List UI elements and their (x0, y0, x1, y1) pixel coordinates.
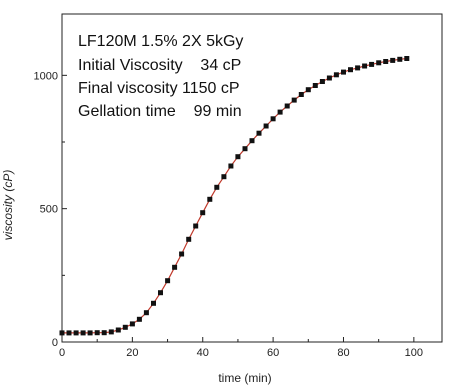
fit-line (62, 57, 407, 334)
data-point (242, 146, 248, 152)
data-point (136, 316, 142, 322)
data-point (94, 330, 100, 336)
plot-frame (61, 13, 443, 343)
data-point (284, 103, 290, 109)
x-tick-label: 20 (126, 347, 138, 359)
data-point (319, 79, 325, 84)
data-point (390, 57, 396, 63)
x-tick-label: 40 (197, 347, 209, 359)
data-point (235, 154, 241, 160)
annotation-initial-viscosity: Initial Viscosity 34 cP (78, 57, 241, 74)
data-point (129, 321, 135, 327)
data-point (277, 109, 283, 115)
annotation-sample: LF120M 1.5% 2X 5kGy (78, 33, 243, 50)
y-axis-title: viscosity (cP) (1, 170, 15, 241)
data-point (376, 60, 382, 66)
data-point (312, 83, 318, 88)
x-tick-label: 100 (405, 347, 423, 359)
data-point (193, 223, 199, 229)
data-point (214, 184, 220, 190)
data-point (158, 290, 163, 296)
data-point (305, 87, 311, 93)
data-point (59, 330, 65, 336)
data-points (59, 56, 410, 336)
data-point (122, 324, 128, 330)
data-point (108, 329, 114, 335)
data-point (404, 56, 410, 61)
fit-line-group (62, 57, 407, 334)
data-point (73, 330, 79, 336)
annotation-block: LF120M 1.5% 2X 5kGy Initial Viscosity 34… (78, 33, 243, 120)
axes (61, 13, 443, 343)
x-tick-label: 60 (267, 347, 279, 359)
x-tick-label: 0 (59, 347, 65, 359)
data-point (291, 97, 297, 103)
data-point (355, 65, 361, 71)
data-point (80, 330, 86, 336)
y-tick-label: 1000 (34, 70, 58, 82)
data-point (101, 330, 107, 336)
data-point (200, 210, 206, 216)
data-point (249, 138, 255, 144)
x-axis-title: time (min) (218, 371, 271, 385)
data-point (326, 75, 332, 81)
data-point (179, 251, 185, 257)
data-point (348, 67, 353, 73)
data-point (165, 278, 171, 284)
data-point (151, 300, 156, 306)
data-point (207, 196, 213, 202)
data-point (115, 327, 121, 333)
data-point (369, 61, 375, 67)
data-point (87, 330, 93, 336)
data-point (186, 236, 192, 242)
y-tick-label: 500 (40, 204, 58, 216)
data-point (333, 72, 339, 78)
data-point (228, 163, 234, 169)
annotation-final-viscosity: Final viscosity 1150 cP (78, 80, 240, 97)
data-point (143, 310, 149, 316)
data-point (383, 59, 389, 64)
data-point (397, 56, 403, 62)
data-point (66, 330, 72, 336)
annotation-gellation-time: Gellation time 99 min (78, 103, 242, 120)
data-point (298, 92, 304, 97)
data-point (341, 69, 346, 75)
data-point (362, 63, 368, 69)
y-tick-label: 0 (52, 337, 58, 349)
data-point (256, 130, 262, 136)
data-point (221, 174, 227, 180)
data-point (270, 116, 276, 122)
x-tick-label: 80 (337, 347, 349, 359)
data-point (263, 123, 269, 129)
data-point (172, 264, 178, 270)
